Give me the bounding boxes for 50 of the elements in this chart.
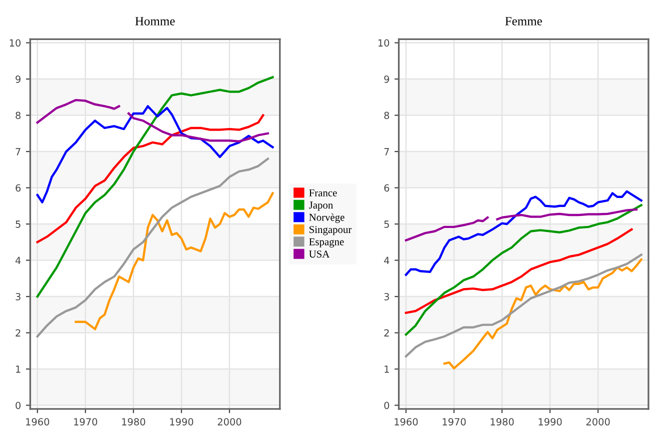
- line-series: [74, 192, 274, 330]
- line-series: [404, 228, 633, 314]
- legend-label: France: [309, 189, 337, 196]
- line-series: [404, 204, 642, 336]
- x-tick-label: 1970: [442, 418, 466, 426]
- y-tick-label: 1: [384, 366, 389, 373]
- line-series: [404, 190, 642, 276]
- y-tick-label: 2: [384, 329, 389, 336]
- x-tick-label: 1960: [26, 418, 50, 426]
- chart-title: Femme: [505, 17, 542, 26]
- y-tick-label: 5: [384, 220, 389, 228]
- y-tick-label: 0: [16, 402, 21, 410]
- y-tick-label: 3: [384, 293, 389, 300]
- y-tick-label: 8: [384, 112, 390, 120]
- y-tick-label: 4: [15, 256, 21, 264]
- x-tick-label: 2000: [586, 418, 610, 426]
- line-series: [36, 76, 274, 298]
- y-tick-label: 10: [378, 39, 390, 47]
- x-tick-label: 1960: [394, 418, 418, 426]
- legend-label: Espagne: [309, 238, 344, 248]
- y-tick-label: 7: [16, 148, 20, 156]
- legend-label: Japon: [309, 202, 333, 211]
- y-tick-label: 6: [384, 184, 390, 192]
- legend-label: Singapour: [310, 226, 352, 236]
- y-tick-label: 7: [384, 148, 389, 156]
- y-tick-label: 2: [16, 329, 20, 336]
- y-tick-label: 8: [16, 112, 21, 120]
- x-tick-label: 1990: [170, 418, 194, 426]
- line-series: [36, 158, 269, 338]
- line-series: [404, 254, 642, 358]
- chart-title: Homme: [135, 17, 175, 26]
- legend-label: USA: [309, 250, 330, 258]
- y-tick-label: 0: [384, 402, 390, 410]
- y-tick-label: 1: [16, 366, 20, 373]
- y-tick-label: 9: [384, 76, 390, 83]
- x-tick-label: 1980: [122, 418, 146, 426]
- legend-label: Norvège: [309, 213, 344, 223]
- x-tick-label: 1970: [74, 418, 98, 426]
- y-tick-label: 9: [16, 76, 21, 83]
- y-tick-label: 5: [16, 220, 20, 228]
- y-tick-label: 10: [10, 39, 21, 47]
- line-series: [36, 114, 264, 244]
- x-tick-label: 1980: [490, 418, 514, 426]
- line-series: [36, 105, 274, 204]
- y-tick-label: 6: [16, 184, 21, 192]
- x-tick-label: 2000: [218, 418, 242, 426]
- y-tick-label: 3: [16, 293, 20, 300]
- line-series: [443, 258, 642, 370]
- y-tick-label: 4: [384, 256, 390, 264]
- x-tick-label: 1990: [538, 418, 562, 426]
